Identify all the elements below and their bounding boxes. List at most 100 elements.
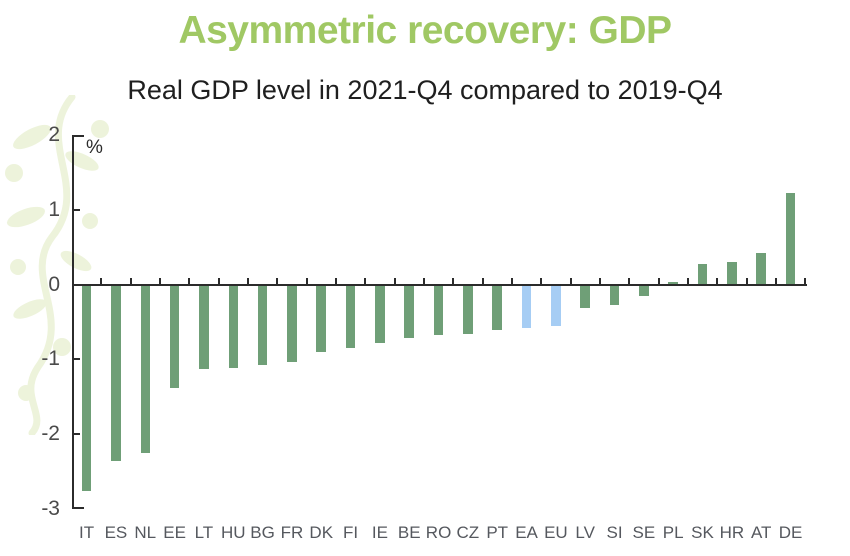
x-axis-tick (393, 277, 396, 284)
berry-shape (53, 338, 71, 356)
x-label-hu: HU (220, 523, 246, 542)
y-tick-label: 1 (48, 197, 60, 221)
x-label-se: SE (632, 523, 656, 542)
bar-it (81, 284, 92, 491)
bar-fr (287, 284, 297, 363)
chart-subtitle: Real GDP level in 2021-Q4 compared to 20… (127, 75, 723, 105)
bar-cz (463, 284, 473, 334)
y-axis-unit-label: % (86, 137, 103, 158)
leaf-shape (60, 250, 92, 272)
x-axis-tick (100, 277, 103, 284)
x-label-sk: SK (691, 523, 714, 542)
x-label-bg: BG (250, 523, 275, 542)
bar-ie (375, 284, 385, 343)
x-label-pl: PL (662, 523, 684, 542)
berry-shape (5, 164, 23, 182)
bar-pl (668, 281, 678, 285)
bar-at (756, 253, 766, 285)
y-tick-label: -3 (41, 496, 60, 520)
bar-se (639, 284, 649, 296)
x-label-pt: PT (486, 523, 509, 542)
bar-de (785, 193, 796, 285)
y-axis-tick (73, 432, 80, 435)
x-label-eu: EU (544, 523, 568, 542)
x-label-at: AT (750, 523, 772, 542)
x-label-ee: EE (163, 523, 186, 542)
bar-be (404, 284, 414, 338)
x-axis-tick (217, 277, 220, 284)
x-label-lt: LT (194, 523, 214, 542)
bar-es (111, 284, 121, 461)
bar-lt (199, 284, 209, 369)
x-label-nl: NL (134, 523, 157, 542)
x-axis-tick (569, 277, 572, 284)
x-axis-tick (598, 277, 601, 284)
y-axis-tick (73, 358, 80, 361)
x-label-hr: HR (719, 523, 745, 542)
x-axis-tick (774, 277, 777, 284)
bar-pt (492, 284, 502, 331)
x-axis-tick (422, 277, 425, 284)
x-label-ro: RO (425, 523, 452, 542)
x-label-dk: DK (309, 523, 334, 542)
x-axis-tick (745, 277, 748, 284)
y-axis-top-cap (72, 135, 84, 137)
x-label-it: IT (79, 523, 95, 542)
bar-hu (228, 284, 238, 369)
bar-bg (257, 284, 268, 366)
bar-ro (433, 284, 444, 336)
y-tick-label: 2 (48, 123, 60, 147)
x-axis-tick (452, 277, 455, 284)
x-axis-zero-line (72, 283, 807, 286)
bar-sk (697, 263, 708, 285)
bar-ee (169, 284, 180, 388)
y-tick-label: 0 (48, 272, 60, 296)
x-axis-tick (628, 277, 631, 284)
leaf-shape (7, 206, 45, 228)
x-axis-tick (364, 277, 367, 284)
bar-hr (727, 262, 737, 285)
y-tick-label: -2 (41, 421, 60, 445)
leaf-watermark-decoration (5, 95, 109, 435)
x-label-si: SI (606, 523, 623, 542)
x-axis-tick (510, 277, 513, 284)
x-axis-tick (540, 277, 543, 284)
leaf-shape (13, 124, 51, 150)
x-axis-tick (804, 277, 807, 284)
x-axis-tick (686, 277, 689, 284)
x-label-de: DE (778, 523, 803, 542)
x-axis-tick (158, 277, 161, 284)
x-axis-tick (716, 277, 719, 284)
bar-si (609, 284, 620, 305)
x-label-es: ES (104, 523, 128, 542)
y-axis-tick (73, 208, 80, 211)
x-axis-tick (305, 277, 308, 284)
x-axis-tick (481, 277, 484, 284)
chart-title: Asymmetric recovery: GDP (178, 9, 672, 52)
x-label-lv: LV (575, 523, 595, 542)
x-label-ea: EA (515, 523, 538, 542)
x-label-fi: FI (343, 523, 359, 542)
y-axis-line (72, 135, 74, 509)
bar-nl (140, 284, 150, 454)
berry-shape (91, 120, 109, 138)
bar-eu (551, 284, 561, 326)
x-axis-tick (334, 277, 337, 284)
x-label-be: BE (397, 523, 421, 542)
x-label-fr: FR (280, 523, 304, 542)
x-axis-tick (129, 277, 132, 284)
x-axis-tick (657, 277, 660, 284)
x-axis-tick (188, 277, 191, 284)
leaf-shape (13, 299, 47, 319)
bar-ea (521, 284, 532, 328)
x-label-ie: IE (371, 523, 388, 542)
bar-fi (345, 284, 356, 348)
x-axis-tick (276, 277, 279, 284)
berry-shape (18, 385, 34, 401)
x-axis-tick (246, 277, 249, 284)
bar-lv (580, 284, 590, 309)
berry-shape (82, 213, 98, 229)
y-tick-label: -1 (41, 347, 60, 371)
berry-shape (10, 259, 26, 275)
